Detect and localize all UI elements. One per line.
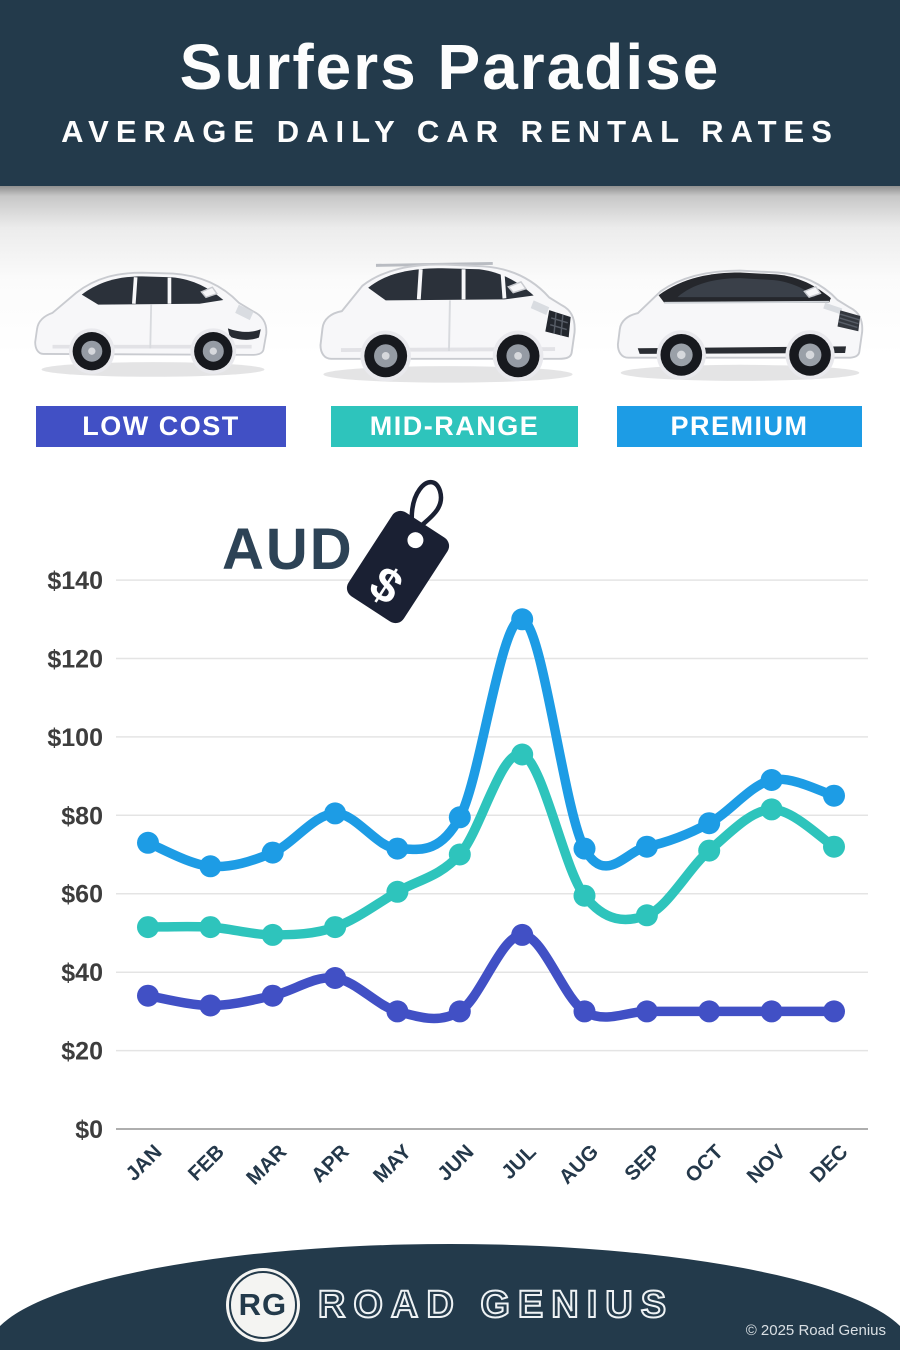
data-point-premium [448,806,471,829]
x-axis-tick-label: MAR [242,1140,291,1189]
data-point-premium [386,837,409,860]
x-axis-tick-label: AUG [555,1140,603,1188]
data-point-low-cost [261,984,284,1007]
y-axis-tick-label: $100 [47,724,103,752]
data-point-low-cost [635,1000,658,1023]
y-axis-tick-label: $40 [61,959,103,987]
data-point-mid-range [261,923,284,946]
y-axis-tick-label: $120 [47,645,103,673]
series-line-low-cost [143,930,839,1024]
data-point-low-cost [760,1000,783,1023]
road-genius-logo-icon: RG [225,1268,300,1342]
data-point-premium [199,855,222,878]
data-point-mid-range [698,839,721,862]
data-point-premium [823,784,845,807]
x-axis-tick-label: OCT [681,1140,728,1187]
data-point-low-cost [324,967,347,989]
data-point-premium [760,769,783,791]
data-point-low-cost [448,1000,471,1023]
car-image-low-cost [16,248,290,385]
y-axis-tick-label: $60 [61,881,103,909]
x-axis-tick-label: JAN [121,1140,166,1185]
data-point-low-cost [137,984,159,1007]
price-tag-icon: $ [346,479,450,624]
brand-name: ROAD GENIUS [317,1283,675,1327]
suv-car-icon [319,261,576,383]
currency-label: AUD [222,517,354,582]
data-point-mid-range [448,843,471,866]
data-point-mid-range [199,916,222,939]
data-point-premium [324,802,347,825]
category-label-mid-range: MID-RANGE [369,411,540,441]
y-axis-tick-label: $140 [47,567,103,595]
x-axis-tick-label: JUL [497,1140,541,1184]
x-axis-tick-label: DEC [806,1140,853,1187]
data-point-low-cost [823,1000,845,1023]
series-line-mid-range [143,749,839,940]
copyright-text: © 2025 Road Genius [745,1322,886,1339]
data-point-mid-range [386,880,409,903]
category-label-premium: PREMIUM [670,411,809,441]
footer-brand: RG ROAD GENIUS [0,1268,900,1342]
x-axis-tick-label: JUN [433,1140,478,1185]
data-point-premium [698,812,721,835]
data-point-mid-range [760,798,783,821]
hatchback-car-icon [34,271,268,377]
data-point-premium [635,835,658,858]
car-image-mid-range [302,242,594,388]
data-point-low-cost [386,1000,409,1023]
x-axis-tick-label: SEP [620,1140,665,1185]
x-axis-tick-label: APR [307,1140,354,1187]
data-point-mid-range [137,916,159,939]
data-point-low-cost [199,994,222,1017]
y-axis-tick-label: $0 [75,1116,103,1144]
x-axis-tick-label: MAY [369,1140,416,1187]
y-axis-tick-label: $80 [61,802,103,830]
data-point-low-cost [698,1000,721,1023]
category-label-low-cost: LOW COST [82,411,240,441]
rates-chart: $0 $20 $40 $60 $80 $100 $120 $140 JAN FEB MAR APR MA… [47,567,868,1190]
data-point-mid-range [635,904,658,927]
data-point-premium [261,841,284,864]
header: Surfers Paradise AVERAGE DAILY CAR RENTA… [0,0,900,186]
data-point-mid-range [324,916,347,939]
luxury-suv-car-icon [616,269,864,381]
data-point-low-cost [511,923,534,946]
logo-initials: RG [238,1287,288,1322]
data-point-premium [511,608,534,631]
data-point-premium [573,837,596,860]
page-title: Surfers Paradise [179,31,721,103]
category-chip-low-cost: LOW COST [36,406,286,447]
category-chip-mid-range: MID-RANGE [331,406,578,447]
x-axis-tick-label: NOV [742,1140,790,1188]
y-axis-tick-label: $20 [61,1038,103,1066]
data-point-mid-range [823,835,845,858]
data-point-mid-range [573,884,596,907]
page-subtitle: AVERAGE DAILY CAR RENTAL RATES [61,114,839,149]
category-chip-premium: PREMIUM [617,406,862,447]
x-axis-tick-label: FEB [184,1140,229,1185]
data-point-premium [137,831,159,854]
data-point-mid-range [511,743,534,766]
data-point-low-cost [573,1000,596,1023]
car-image-premium [598,246,882,388]
